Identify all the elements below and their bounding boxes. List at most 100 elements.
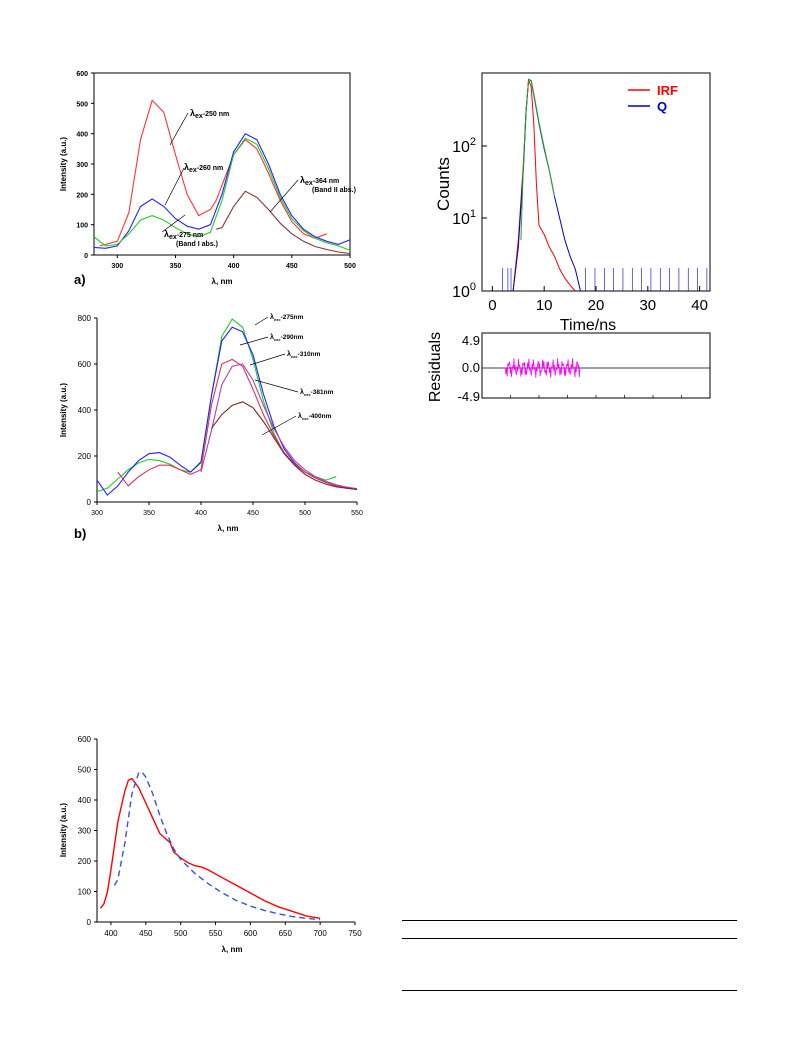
chart-a-xlabel: λ, nm <box>212 277 233 286</box>
series-line-1 <box>99 99 327 247</box>
x-tick-label: 30 <box>639 297 656 314</box>
fit-line <box>520 78 555 241</box>
y-tick-label: 400 <box>78 406 92 415</box>
x-tick-label: 550 <box>351 510 363 517</box>
y-tick-label: 400 <box>78 796 92 805</box>
chart-c-xlabel: Time/ns <box>560 317 616 334</box>
annotation-label: λex-250 nm <box>190 108 229 120</box>
y-tick-label: 100 <box>78 888 92 897</box>
y-tick-label: 600 <box>78 735 92 744</box>
chart-a-frame <box>93 72 351 256</box>
annotation-label: λexc-400nm <box>298 412 332 421</box>
table-bottom-rule <box>402 990 737 991</box>
x-tick-label: 400 <box>228 263 240 270</box>
x-tick-label: 500 <box>344 263 356 270</box>
x-tick-label: 450 <box>247 510 259 517</box>
annotation-label: λex-260 nm <box>184 162 223 174</box>
x-tick-label: 20 <box>588 297 605 314</box>
chart-b-panel-label: b) <box>74 526 86 541</box>
series-line-2 <box>96 326 358 496</box>
annotation-leader <box>164 167 185 206</box>
y-tick-label: 800 <box>78 314 92 323</box>
chart-d-xlabel: λ, nm <box>222 945 243 954</box>
y-tick-label: 0 <box>84 253 88 260</box>
table-col-rule <box>612 938 646 939</box>
annotation-leader <box>169 112 189 146</box>
x-tick-label: 400 <box>195 510 207 517</box>
x-tick-label: 10 <box>536 297 553 314</box>
chart-a-ylabel: Intensity (a.u.) <box>59 137 68 192</box>
chart-a-panel-label: a) <box>74 272 86 287</box>
y-tick-label: 200 <box>78 452 92 461</box>
annotation-label: λexc-275nm <box>270 313 304 322</box>
x-tick-label: 450 <box>139 929 153 938</box>
x-tick-label: 700 <box>313 929 327 938</box>
annotation-label: λexc-381nm <box>300 388 334 397</box>
x-tick-label: 400 <box>104 929 118 938</box>
chart-c-res-ytick-bot: -4.9 <box>458 389 480 404</box>
y-tick-label: 300 <box>76 162 88 169</box>
chart-b-xlabel: λ, nm <box>218 524 239 533</box>
annotation-sublabel: (Band I abs.) <box>176 241 218 248</box>
y-tick-label: 400 <box>76 132 88 139</box>
chart-c-res-ytick-top: 4.9 <box>462 333 480 348</box>
y-tick-label: 101 <box>452 208 476 228</box>
y-tick-label: 600 <box>78 360 92 369</box>
annotation-leader <box>249 353 286 366</box>
y-tick-label: 600 <box>76 71 88 78</box>
table-col-rule <box>442 938 476 939</box>
y-tick-label: 200 <box>76 192 88 199</box>
series-line-4 <box>200 363 358 490</box>
y-tick-label: 0 <box>87 498 92 507</box>
chart-b-ylabel: Intensity (a.u.) <box>59 383 68 438</box>
chart-d-ylabel: Intensity (a.u.) <box>59 803 68 858</box>
table-top-rule <box>402 920 737 921</box>
chart-c-res-ytick-mid: 0.0 <box>462 360 480 375</box>
y-tick-label: 200 <box>78 857 92 866</box>
x-tick-label: 300 <box>111 263 123 270</box>
x-tick-label: 550 <box>209 929 223 938</box>
x-tick-label: 40 <box>691 297 708 314</box>
x-tick-label: 750 <box>348 929 362 938</box>
y-tick-label: 100 <box>452 281 476 301</box>
x-tick-label: 300 <box>91 510 103 517</box>
y-tick-label: 300 <box>78 827 92 836</box>
annotation-leader <box>239 336 269 346</box>
annotation-leader <box>254 316 269 326</box>
chart-b-plot: 0 200 400 600 800 300 350 400 450 500 550 Intensit… <box>59 313 363 541</box>
annotation-label: λexc-290nm <box>270 333 304 342</box>
legend-label: IRF <box>657 83 678 98</box>
x-tick-label: 450 <box>286 263 298 270</box>
y-tick-label: 100 <box>76 223 88 230</box>
chart-c-residuals-frame <box>481 332 711 399</box>
legend-label: Q <box>657 99 667 114</box>
annotation-label: λexc-310nm <box>287 350 321 359</box>
series-line-4 <box>216 190 351 255</box>
annotation-leader <box>269 179 299 213</box>
series-line-2 <box>93 132 351 249</box>
annotation-leader <box>261 415 297 436</box>
x-tick-label: 500 <box>174 929 188 938</box>
chart-a-plot: 0 100 200 300 400 500 600 300 350 400 450 500 Inten… <box>59 71 356 287</box>
residuals-trace <box>504 358 581 378</box>
series-line-5 <box>210 401 358 490</box>
table-col-rule <box>555 938 589 939</box>
y-tick-label: 0 <box>87 918 92 927</box>
table-col-rule <box>668 938 702 939</box>
series-line-3 <box>93 137 351 251</box>
annotation-label: λex-364 nm <box>300 175 339 187</box>
y-tick-label: 102 <box>452 136 476 156</box>
x-tick-label: 350 <box>143 510 155 517</box>
annotation-label: λex-275 nm <box>164 229 203 241</box>
y-tick-label: 500 <box>78 766 92 775</box>
x-tick-label: 500 <box>299 510 311 517</box>
x-tick-label: 0 <box>488 297 496 314</box>
chart-c-ylabel: Counts <box>434 157 453 211</box>
annotation-leader <box>254 379 299 393</box>
series-line-irf <box>512 79 576 292</box>
annotation-sublabel: (Band II abs.) <box>312 187 356 194</box>
